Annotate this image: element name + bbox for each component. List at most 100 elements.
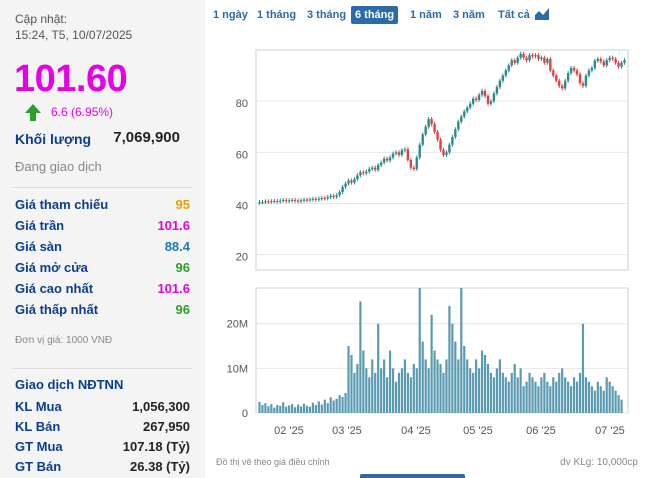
price-row-label: Giá thấp nhất <box>15 302 99 317</box>
candle-body <box>555 75 558 81</box>
candle-body <box>522 53 525 58</box>
candle-body <box>546 58 549 63</box>
tab-3-years[interactable]: 3 năm <box>453 9 485 21</box>
stock-chart: 20 40 60 80 0 10M 20M 02 '25 03 '25 04 '25 05 '25 0… <box>227 49 629 437</box>
volume-bar <box>617 395 620 413</box>
candle-body <box>617 62 620 67</box>
foreign-row-label: KL Bán <box>15 419 61 434</box>
volume-bar <box>486 363 490 413</box>
candle-body <box>338 191 341 196</box>
candle-body <box>427 119 430 127</box>
volume-bar <box>335 398 338 413</box>
volume-bar <box>567 381 570 413</box>
candle-body <box>305 199 309 201</box>
candle-body <box>460 116 463 122</box>
volume-bar <box>534 381 537 413</box>
quote-panel: Cập nhật: 15:24, T5, 10/07/2025 101.60 6… <box>0 0 205 478</box>
divider <box>12 187 192 188</box>
scroll-indicator[interactable] <box>360 474 465 478</box>
price-row-label: Giá tham chiếu <box>15 197 109 212</box>
candle-body <box>350 180 353 183</box>
candle-body <box>498 80 502 88</box>
candle-body <box>442 149 445 155</box>
x-tick-label: 04 '25 <box>401 425 431 437</box>
volume-bar <box>391 368 395 413</box>
tab-1-year[interactable]: 1 năm <box>410 9 442 21</box>
candle-body <box>563 80 567 89</box>
volume-bar <box>288 405 291 413</box>
volume-bar <box>552 377 555 413</box>
candle-body <box>433 124 436 132</box>
foreign-row-value: 26.38 (Tỷ) <box>130 459 190 474</box>
price-panel <box>255 49 629 271</box>
volume-bar <box>311 402 315 413</box>
volume-bar <box>415 368 418 413</box>
candle-body <box>374 167 377 170</box>
volume-bar <box>581 323 585 413</box>
tab-1-day[interactable]: 1 ngày <box>213 9 248 21</box>
candle-body <box>326 197 329 199</box>
candle-body <box>492 93 496 102</box>
candle-body <box>385 158 389 161</box>
candle-body <box>436 131 439 140</box>
volume-tick-label: 0 <box>242 408 248 420</box>
area-chart-icon[interactable] <box>535 6 549 20</box>
volume-bar <box>276 404 279 413</box>
volume-bar <box>264 403 267 413</box>
volume-bar <box>620 399 623 413</box>
candle-body <box>495 87 499 94</box>
candle-body <box>466 107 469 112</box>
candle-body <box>569 67 573 74</box>
volume-bar <box>341 396 344 413</box>
price-row-open: Giá mở cửa 96 <box>15 260 190 278</box>
tab-3-months[interactable]: 3 tháng <box>307 9 347 21</box>
volume-bar <box>293 407 297 413</box>
volume-bar <box>308 406 312 413</box>
candle-body <box>623 60 626 63</box>
volume-bar <box>347 346 350 413</box>
candle-body <box>596 58 600 61</box>
candle-body <box>501 75 505 81</box>
volume-bar <box>522 386 525 413</box>
volume-bar <box>332 400 335 413</box>
candle-body <box>388 157 392 161</box>
volume-bar <box>326 403 329 413</box>
volume-bar <box>457 359 460 413</box>
candle-body <box>483 90 487 97</box>
volume-bar <box>569 386 573 413</box>
candle-body <box>394 152 398 154</box>
candle-body <box>513 60 516 63</box>
volume-bar <box>383 359 386 413</box>
volume-bar <box>495 368 499 413</box>
candle-body <box>290 199 294 201</box>
foreign-row-value: 1,056,300 <box>132 399 190 414</box>
foreign-trading-title: Giao dịch NĐTNN <box>15 377 124 392</box>
candle-body <box>599 58 602 62</box>
candle-body <box>258 202 261 204</box>
candle-body <box>575 70 579 75</box>
candle-body <box>279 200 282 202</box>
volume-bar <box>475 359 478 413</box>
volume-bar <box>498 359 501 413</box>
tab-6-months[interactable]: 6 tháng <box>351 6 399 24</box>
volume-bar <box>543 372 546 413</box>
candle-body <box>409 160 413 168</box>
price-row-value: 95 <box>175 197 190 212</box>
candle-body <box>608 57 611 61</box>
candle-body <box>489 101 493 104</box>
tab-all[interactable]: Tất cả <box>498 9 530 21</box>
volume-bar <box>528 372 531 413</box>
volume-bar <box>549 386 552 413</box>
volume-bar <box>558 372 561 413</box>
x-tick-label: 03 '25 <box>332 425 362 437</box>
candle-body <box>299 200 303 202</box>
candle-body <box>510 60 513 66</box>
candle-body <box>457 121 460 130</box>
arrow-up-icon <box>25 104 41 121</box>
candle-body <box>534 55 537 57</box>
foreign-row-label: GT Bán <box>15 459 62 474</box>
candle-body <box>273 200 276 202</box>
candle-body <box>376 165 380 170</box>
volume-bar <box>377 323 380 413</box>
tab-1-month[interactable]: 1 tháng <box>257 9 297 21</box>
